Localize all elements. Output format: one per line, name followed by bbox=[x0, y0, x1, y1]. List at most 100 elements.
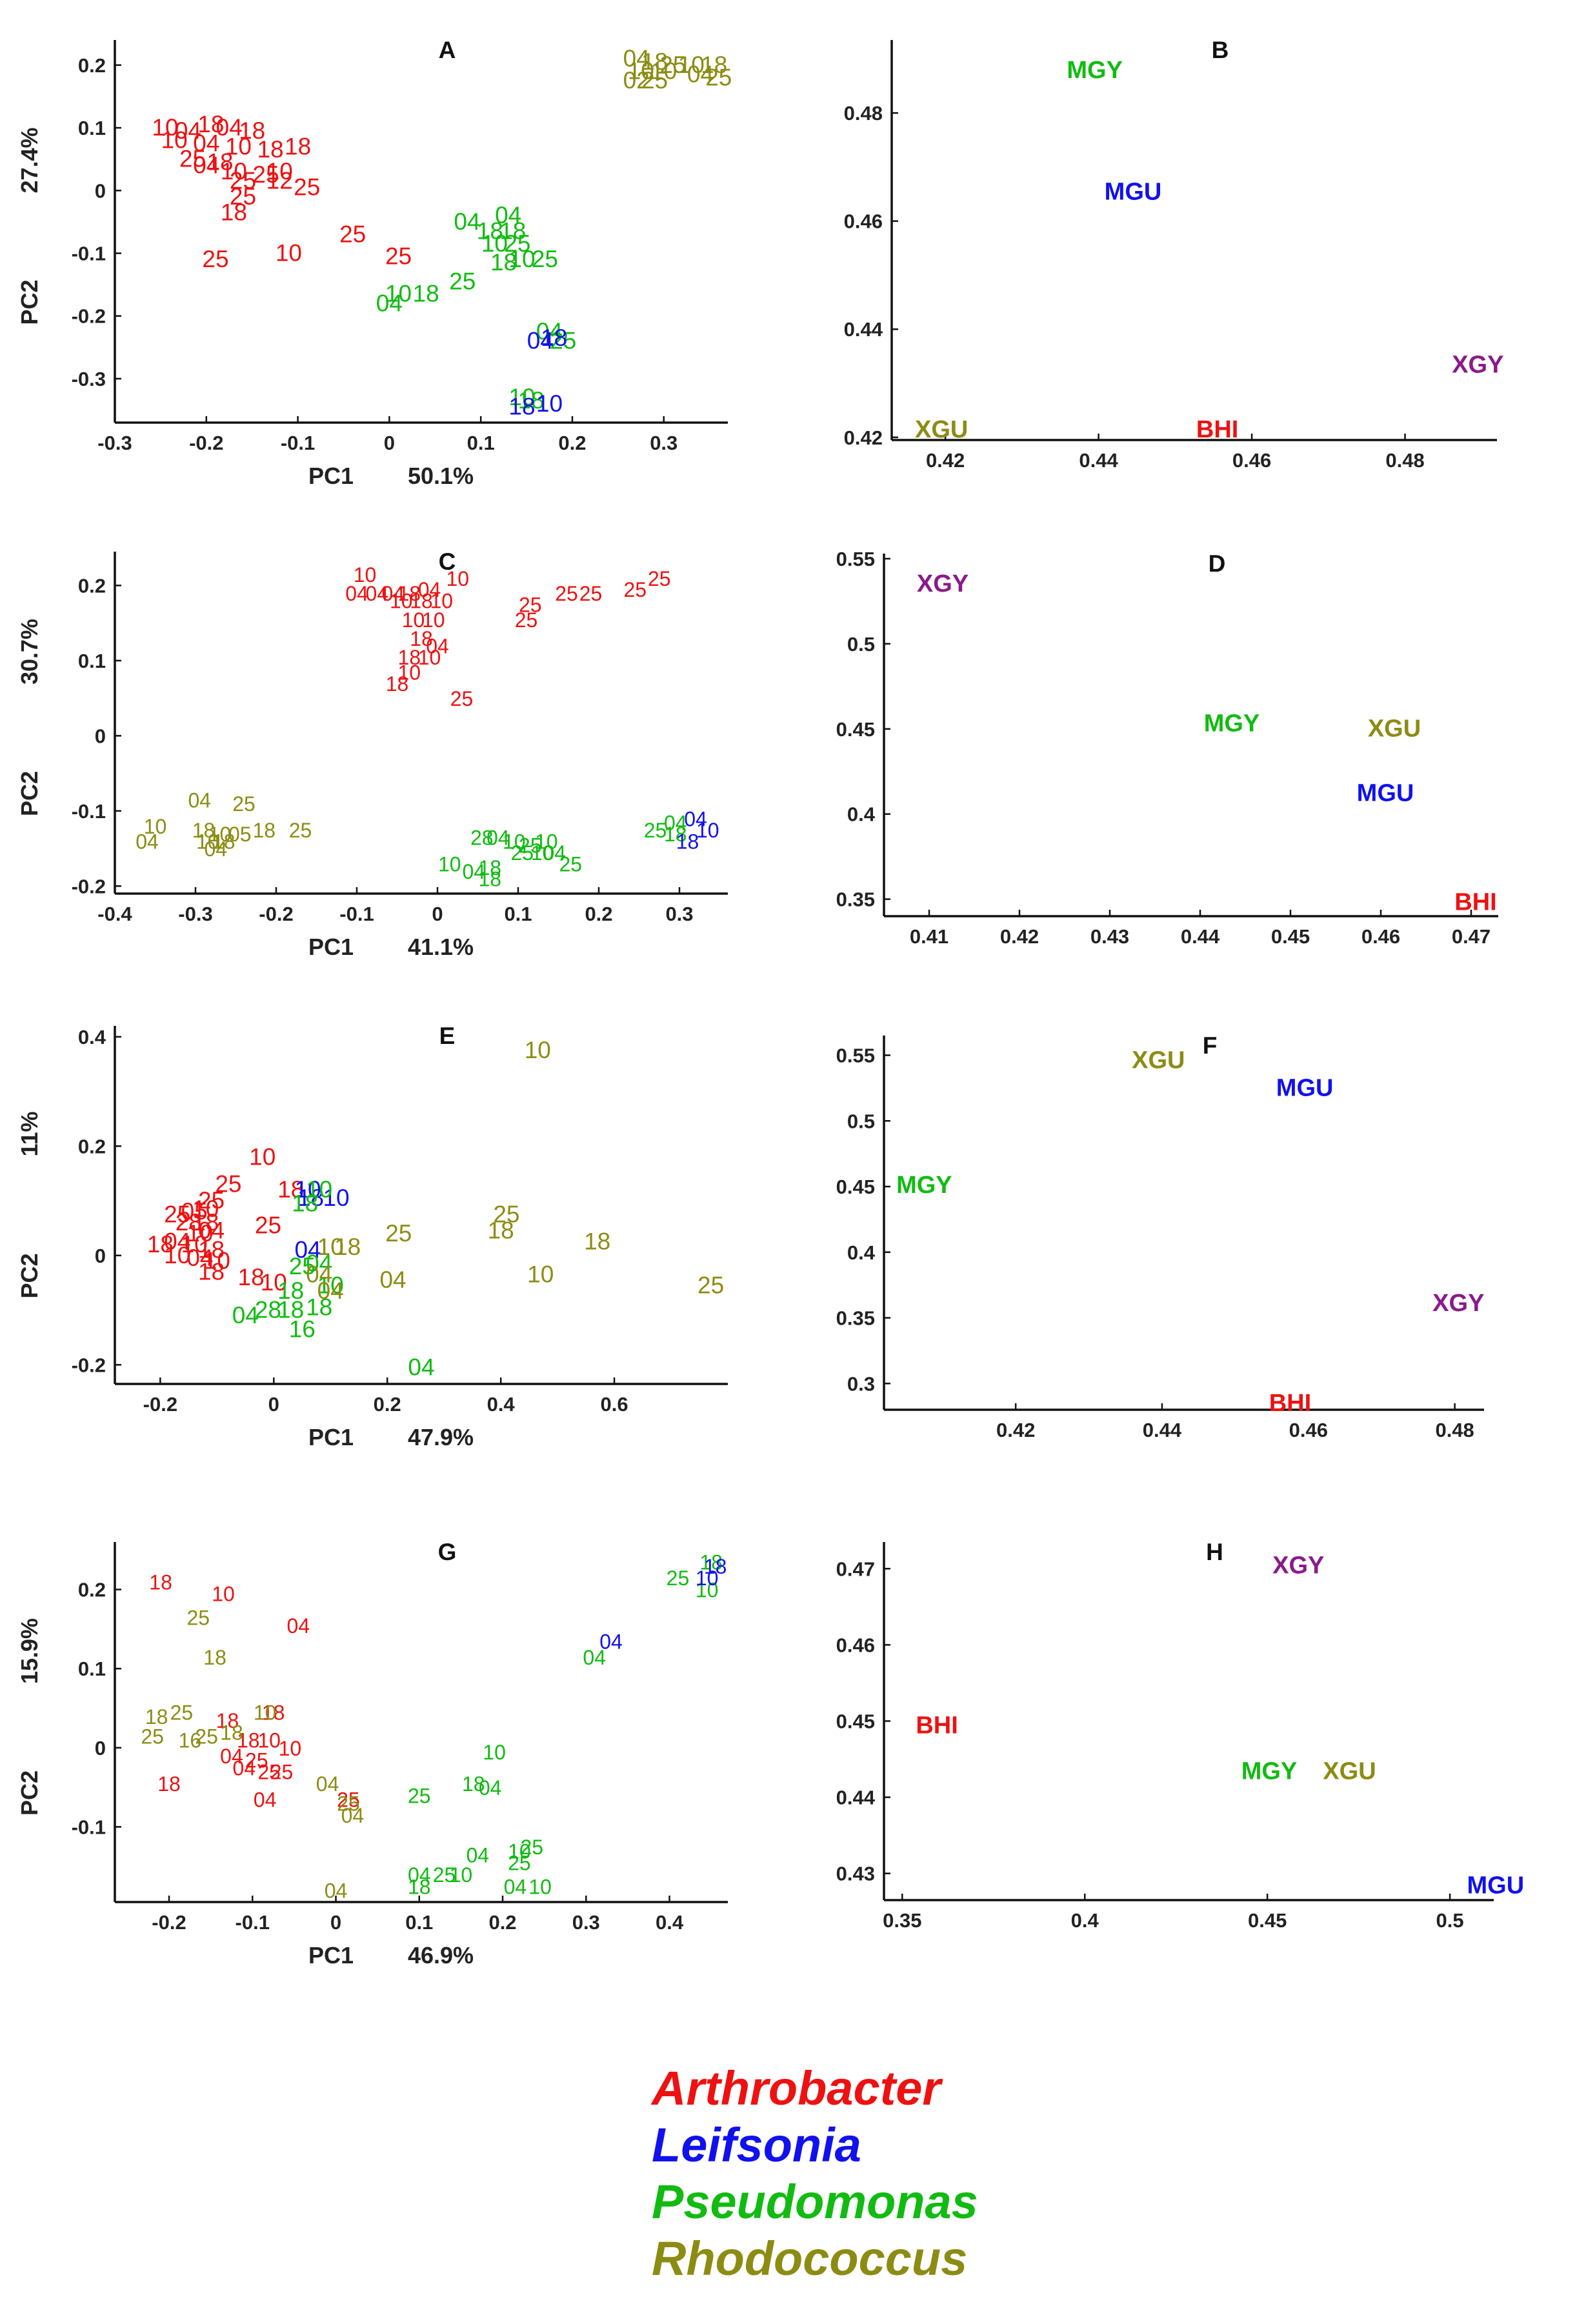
panel-f-ytick-label: 0.5 bbox=[847, 1110, 875, 1132]
panel-h-xtick-label: 0.35 bbox=[883, 1909, 921, 1932]
panel-d: D 0.41 0.42 0.43 0.44 0.45 0.46 0.47 0.35 0.4 0.45… bbox=[836, 548, 1498, 948]
panel-f-point-mgu: MGU bbox=[1276, 1074, 1334, 1101]
panel-c-point: 10 bbox=[390, 590, 413, 613]
panel-g-point: 04 bbox=[408, 1863, 431, 1887]
panel-g-xtick-label: -0.1 bbox=[236, 1911, 270, 1934]
panel-e-point: 10 bbox=[306, 1176, 332, 1203]
panel-g-point: 25 bbox=[195, 1725, 218, 1748]
panel-f-xtick-label: 0.48 bbox=[1435, 1419, 1474, 1441]
panel-g: G -0.2 -0.1 0 0.1 0.2 0.3 0.4 -0.1 0 0.1 0.2 PC1 46.9… bbox=[16, 1539, 728, 1968]
panel-d-point-bhi: BHI bbox=[1454, 889, 1496, 916]
panel-g-point: 10 bbox=[279, 1737, 302, 1760]
panel-c-ypct: 30.7% bbox=[16, 619, 43, 685]
panel-c-ytick-label: 0.1 bbox=[78, 650, 106, 672]
panel-c-ytick-label: 0 bbox=[95, 725, 106, 747]
panel-a-ytick-label: -0.2 bbox=[72, 305, 106, 328]
panel-g-xtick-label: 0.4 bbox=[656, 1911, 684, 1934]
panel-c-point: 18 bbox=[410, 627, 433, 650]
panel-g-point: 18 bbox=[203, 1646, 226, 1669]
panel-a-point: 10 bbox=[152, 114, 178, 141]
panel-g-point: 18 bbox=[220, 1721, 243, 1744]
panel-g-ytick-label: 0.1 bbox=[78, 1658, 106, 1680]
panel-g-point: 10 bbox=[257, 1729, 281, 1752]
panel-g-point: 04 bbox=[479, 1776, 502, 1799]
panel-a-point: 18 bbox=[541, 325, 567, 351]
panel-a-xlabel: PC1 bbox=[308, 463, 354, 489]
panel-g-point: 25 bbox=[337, 1792, 360, 1816]
panel-a-xtick-label: 0.1 bbox=[467, 432, 495, 454]
panel-c-point: 18 bbox=[478, 868, 501, 891]
panel-g-point: 25 bbox=[433, 1863, 456, 1887]
panel-c-ytick-label: -0.1 bbox=[72, 800, 106, 823]
panel-c-point: 04 bbox=[462, 860, 485, 883]
panel-g-ypct: 15.9% bbox=[16, 1618, 43, 1684]
panel-c-series-arthrobacter: 10 10040404180410181010101804181010182525… bbox=[345, 563, 670, 710]
panel-e-point: 28 bbox=[176, 1209, 202, 1236]
panel-f-title: F bbox=[1203, 1032, 1218, 1059]
panel-g-point: 10 bbox=[696, 1579, 719, 1602]
panel-e-xtick-label: -0.2 bbox=[143, 1393, 177, 1416]
panel-e-point: 18 bbox=[297, 1185, 324, 1211]
panel-a-point: 25 bbox=[641, 67, 668, 94]
panel-a-point: 02 bbox=[623, 67, 650, 94]
panel-h-xtick-label: 0.45 bbox=[1248, 1909, 1287, 1932]
panel-g-point: 04 bbox=[233, 1757, 256, 1780]
panel-g-point: 18 bbox=[699, 1551, 723, 1574]
panel-g-point: 04 bbox=[316, 1772, 339, 1796]
panel-b-point-mgu: MGU bbox=[1105, 179, 1162, 206]
panel-c-point: 10 bbox=[397, 661, 421, 684]
panel-b-xtick-label: 0.42 bbox=[926, 449, 965, 472]
panel-a-point: 10 bbox=[221, 158, 247, 185]
panel-e-point: 18 bbox=[277, 1297, 304, 1323]
panel-c-xtick-label: 0.1 bbox=[504, 903, 532, 925]
panel-e-point: 25 bbox=[164, 1201, 190, 1227]
legend-leifsonia: Leifsonia bbox=[652, 2118, 861, 2172]
panel-c-point: 18 bbox=[192, 819, 216, 842]
panel-e: E -0.2 0 0.2 0.4 0.6 -0.2 0 0.2 0.4 PC1 47.9% PC2 11%… bbox=[16, 1023, 728, 1450]
panel-c-ytick-label: -0.2 bbox=[72, 875, 106, 897]
panel-a-point: 10 bbox=[508, 384, 535, 410]
panel-b: B 0.42 0.44 0.46 0.48 0.42 0.44 0.46 0.48 MGY MGU X… bbox=[844, 37, 1504, 472]
panel-a-point: 25 bbox=[449, 268, 476, 294]
panel-d-ytick-label: 0.35 bbox=[836, 888, 875, 911]
panel-g-point: 10 bbox=[450, 1863, 473, 1887]
panel-a-point: 18 bbox=[206, 149, 233, 175]
panel-c-point: 04 bbox=[188, 788, 211, 812]
panel-g-point: 10 bbox=[212, 1583, 235, 1606]
panel-e-point: 04 bbox=[186, 1245, 213, 1271]
panel-e-ypct: 11% bbox=[16, 1111, 43, 1156]
panel-e-point: 05 bbox=[181, 1198, 208, 1225]
panel-a-point: 10 bbox=[628, 58, 654, 85]
panels: A -0.3 -0.2 -0.1 0 0.1 0.2 0.3 -0.3 -0.2 -0.1 0 0.1 0… bbox=[16, 37, 1524, 1968]
panel-d-xtick-label: 0.45 bbox=[1271, 925, 1310, 948]
panel-h-ytick-label: 0.45 bbox=[836, 1710, 875, 1733]
panel-b-ytick-label: 0.48 bbox=[844, 102, 883, 125]
panel-e-point: 18 bbox=[198, 1236, 225, 1263]
panel-f-point-bhi: BHI bbox=[1269, 1390, 1311, 1417]
panel-g-point: 04 bbox=[583, 1646, 606, 1669]
legend-rhodococcus: Rhodococcus bbox=[652, 2232, 967, 2285]
panel-d-title: D bbox=[1209, 550, 1226, 577]
panel-a-point: 10 bbox=[266, 158, 293, 185]
panel-g-point: 25 bbox=[337, 1788, 360, 1812]
panel-c-point: 04 bbox=[204, 837, 227, 861]
panel-g-xtick-label: 0 bbox=[330, 1911, 341, 1934]
panel-c-point: 05 bbox=[228, 823, 252, 846]
panel-g-point: 18 bbox=[237, 1729, 260, 1752]
panel-a-point: 25 bbox=[179, 146, 206, 172]
panel-a-ylabel: PC2 bbox=[16, 279, 43, 325]
panel-a-point: 18 bbox=[641, 48, 668, 75]
panel-c-point: 10 bbox=[402, 608, 425, 632]
panel-g-point: 25 bbox=[270, 1761, 294, 1784]
panel-a-point: 18 bbox=[508, 394, 535, 420]
panel-a-ypct: 27.4% bbox=[16, 127, 43, 193]
panel-b-ytick-label: 0.46 bbox=[844, 210, 883, 233]
panel-h-ytick-label: 0.47 bbox=[836, 1558, 875, 1580]
panel-e-xtick-label: 0.2 bbox=[374, 1393, 401, 1416]
panel-a-point: 10 bbox=[650, 58, 677, 85]
panel-e-point: 18 bbox=[334, 1234, 361, 1260]
